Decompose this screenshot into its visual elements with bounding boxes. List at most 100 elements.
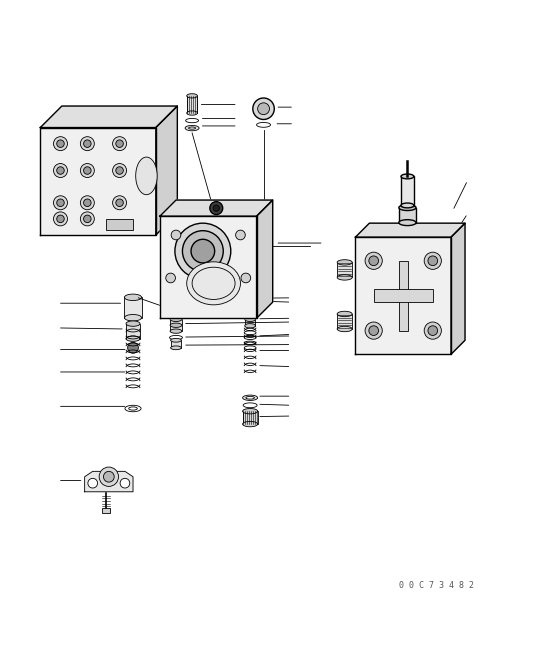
Ellipse shape: [171, 338, 181, 342]
Circle shape: [171, 230, 181, 240]
Bar: [401, 176, 414, 206]
Ellipse shape: [170, 309, 182, 314]
Circle shape: [113, 164, 126, 178]
Circle shape: [166, 273, 176, 283]
Circle shape: [365, 252, 382, 269]
Ellipse shape: [244, 309, 256, 313]
Ellipse shape: [126, 336, 140, 342]
Ellipse shape: [170, 323, 182, 328]
Bar: [126, 324, 140, 339]
Circle shape: [57, 166, 64, 174]
Circle shape: [57, 140, 64, 147]
Ellipse shape: [171, 346, 181, 349]
Circle shape: [365, 322, 382, 340]
Circle shape: [53, 212, 68, 226]
Ellipse shape: [244, 346, 256, 349]
Ellipse shape: [125, 405, 141, 412]
Circle shape: [80, 196, 94, 210]
Ellipse shape: [337, 311, 352, 316]
Bar: [173, 313, 179, 318]
Circle shape: [428, 256, 437, 266]
Circle shape: [84, 166, 91, 174]
Ellipse shape: [242, 421, 258, 427]
Ellipse shape: [244, 331, 256, 335]
Polygon shape: [451, 223, 465, 354]
Bar: [245, 313, 255, 326]
Circle shape: [104, 471, 114, 482]
Ellipse shape: [337, 326, 352, 332]
Ellipse shape: [399, 205, 416, 211]
Circle shape: [175, 223, 231, 279]
Ellipse shape: [126, 321, 140, 326]
Ellipse shape: [242, 409, 258, 414]
Bar: [187, 96, 198, 113]
Bar: [170, 319, 182, 331]
Circle shape: [235, 230, 245, 240]
Bar: [399, 261, 408, 330]
Ellipse shape: [401, 174, 414, 179]
Bar: [242, 411, 258, 424]
Circle shape: [84, 215, 91, 222]
Bar: [337, 314, 352, 329]
Ellipse shape: [188, 127, 195, 129]
Ellipse shape: [245, 324, 255, 328]
Circle shape: [84, 199, 91, 207]
Circle shape: [88, 478, 98, 488]
Bar: [171, 340, 181, 348]
Circle shape: [241, 273, 251, 283]
Circle shape: [210, 202, 222, 215]
Bar: [337, 263, 352, 278]
Bar: [374, 290, 433, 302]
Polygon shape: [355, 223, 465, 237]
Circle shape: [116, 140, 123, 147]
Polygon shape: [156, 106, 177, 235]
Ellipse shape: [243, 403, 257, 408]
Circle shape: [53, 137, 68, 151]
Circle shape: [113, 196, 126, 210]
Ellipse shape: [186, 118, 199, 122]
Ellipse shape: [337, 260, 352, 265]
Bar: [103, 509, 110, 513]
Text: 0 0 C 7 3 4 8 2: 0 0 C 7 3 4 8 2: [399, 580, 474, 590]
Circle shape: [99, 467, 118, 486]
Circle shape: [80, 164, 94, 178]
Ellipse shape: [170, 329, 182, 334]
Circle shape: [428, 326, 437, 336]
Circle shape: [369, 326, 379, 336]
Ellipse shape: [401, 203, 414, 208]
Circle shape: [120, 478, 130, 488]
Ellipse shape: [170, 336, 183, 340]
Circle shape: [84, 140, 91, 147]
Ellipse shape: [187, 262, 240, 305]
Polygon shape: [40, 128, 156, 235]
Circle shape: [191, 240, 215, 263]
Bar: [170, 295, 182, 311]
Ellipse shape: [170, 317, 182, 322]
Bar: [124, 297, 141, 318]
Ellipse shape: [124, 294, 141, 301]
Bar: [106, 219, 133, 230]
Polygon shape: [355, 237, 451, 354]
Circle shape: [213, 205, 219, 211]
Ellipse shape: [246, 396, 254, 399]
Circle shape: [80, 137, 94, 151]
Circle shape: [127, 342, 138, 353]
Polygon shape: [160, 200, 273, 216]
Bar: [244, 295, 256, 311]
Polygon shape: [40, 106, 177, 128]
Ellipse shape: [187, 111, 198, 115]
Circle shape: [253, 98, 274, 120]
Ellipse shape: [136, 157, 157, 195]
Polygon shape: [85, 471, 133, 492]
Ellipse shape: [129, 407, 137, 410]
Circle shape: [116, 199, 123, 207]
Circle shape: [53, 164, 68, 178]
Polygon shape: [256, 200, 273, 318]
Ellipse shape: [337, 275, 352, 280]
Ellipse shape: [244, 292, 256, 297]
Ellipse shape: [245, 311, 255, 315]
Circle shape: [57, 199, 64, 207]
Polygon shape: [160, 216, 256, 318]
Ellipse shape: [256, 122, 271, 127]
Circle shape: [113, 137, 126, 151]
